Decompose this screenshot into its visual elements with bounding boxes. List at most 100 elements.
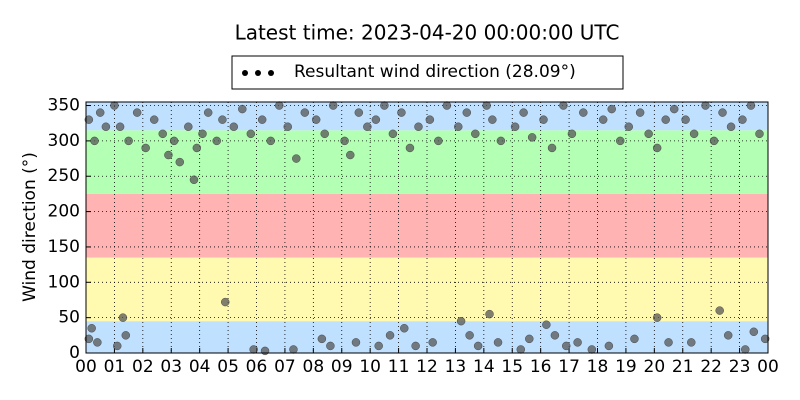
point: [385, 331, 395, 340]
point: [169, 136, 179, 146]
x-tick-label: 05: [217, 357, 239, 377]
point: [738, 115, 747, 124]
point: [388, 129, 398, 139]
x-tick-label: 13: [445, 357, 467, 377]
point: [320, 129, 329, 139]
point: [425, 115, 435, 124]
point: [473, 341, 483, 351]
point: [724, 331, 733, 340]
point: [567, 129, 577, 139]
x-tick-label: 14: [473, 357, 495, 377]
legend-label: Resultant wind direction (28.09°): [294, 62, 576, 82]
x-tick-label: 23: [729, 357, 751, 377]
point: [397, 108, 406, 117]
y-tick-label: 100: [48, 272, 80, 292]
point: [485, 309, 494, 319]
point: [604, 341, 614, 351]
point: [371, 115, 381, 124]
point: [462, 108, 471, 117]
point: [664, 338, 673, 347]
x-tick-label: 16: [530, 357, 552, 377]
point: [539, 115, 548, 124]
point: [300, 108, 310, 117]
y-tick-label: 0: [69, 343, 80, 363]
point: [405, 143, 415, 153]
point: [652, 313, 662, 322]
x-tick-label: 06: [246, 357, 268, 377]
point: [701, 101, 710, 110]
point: [96, 108, 105, 117]
point: [718, 108, 727, 117]
point: [158, 129, 167, 139]
point: [607, 104, 616, 114]
plot-frame: [85, 101, 769, 354]
point: [644, 129, 653, 139]
point: [266, 136, 275, 146]
point: [456, 316, 466, 326]
x-tick-label: 09: [331, 357, 353, 377]
point: [164, 150, 173, 160]
point: [218, 115, 227, 124]
point: [246, 129, 256, 139]
point: [746, 101, 756, 110]
point: [374, 341, 383, 351]
point: [87, 324, 96, 333]
x-tick-label: 08: [303, 357, 325, 377]
point: [434, 136, 443, 146]
point: [726, 122, 736, 131]
point: [351, 338, 361, 347]
point: [189, 175, 199, 184]
x-tick-label: 18: [587, 357, 609, 377]
point: [249, 345, 258, 354]
y-tick-label: 350: [48, 96, 80, 116]
point: [311, 115, 321, 124]
point: [559, 101, 568, 110]
point: [587, 345, 597, 354]
point: [354, 108, 363, 117]
point: [411, 341, 420, 351]
point: [414, 122, 423, 131]
point: [84, 334, 94, 344]
point: [132, 108, 142, 117]
legend-marker: [242, 70, 248, 76]
point: [184, 122, 193, 131]
x-tick-label: 04: [189, 357, 211, 377]
point: [442, 101, 452, 110]
point: [175, 157, 184, 167]
point: [598, 115, 608, 124]
point: [101, 122, 111, 131]
chart-title: Latest time: 2023-04-20 00:00:00 UTC: [235, 21, 620, 45]
point: [547, 143, 557, 153]
x-tick-label: 22: [700, 357, 722, 377]
point: [326, 341, 335, 351]
point: [340, 136, 349, 146]
point: [380, 101, 389, 110]
point: [573, 338, 582, 347]
band: [86, 257, 768, 322]
x-tick-label: 17: [558, 357, 580, 377]
point: [113, 341, 122, 351]
point: [124, 136, 133, 146]
x-tick-label: 00: [75, 357, 97, 377]
band: [86, 193, 768, 258]
point: [283, 122, 292, 131]
y-tick-label: 300: [48, 131, 80, 151]
point: [198, 129, 207, 139]
point: [84, 115, 94, 124]
point: [749, 327, 758, 336]
x-tick-label: 01: [104, 357, 126, 377]
point: [192, 143, 202, 153]
point: [275, 101, 284, 110]
point: [482, 101, 491, 110]
point: [212, 136, 221, 146]
y-tick-label: 50: [58, 308, 80, 328]
point: [630, 334, 639, 344]
x-tick-label: 07: [274, 357, 296, 377]
point: [652, 143, 662, 153]
point: [496, 136, 506, 146]
point: [510, 122, 520, 131]
point: [525, 334, 534, 344]
x-tick-label: 03: [160, 357, 182, 377]
point: [292, 154, 301, 163]
x-tick-label: 11: [388, 357, 410, 377]
